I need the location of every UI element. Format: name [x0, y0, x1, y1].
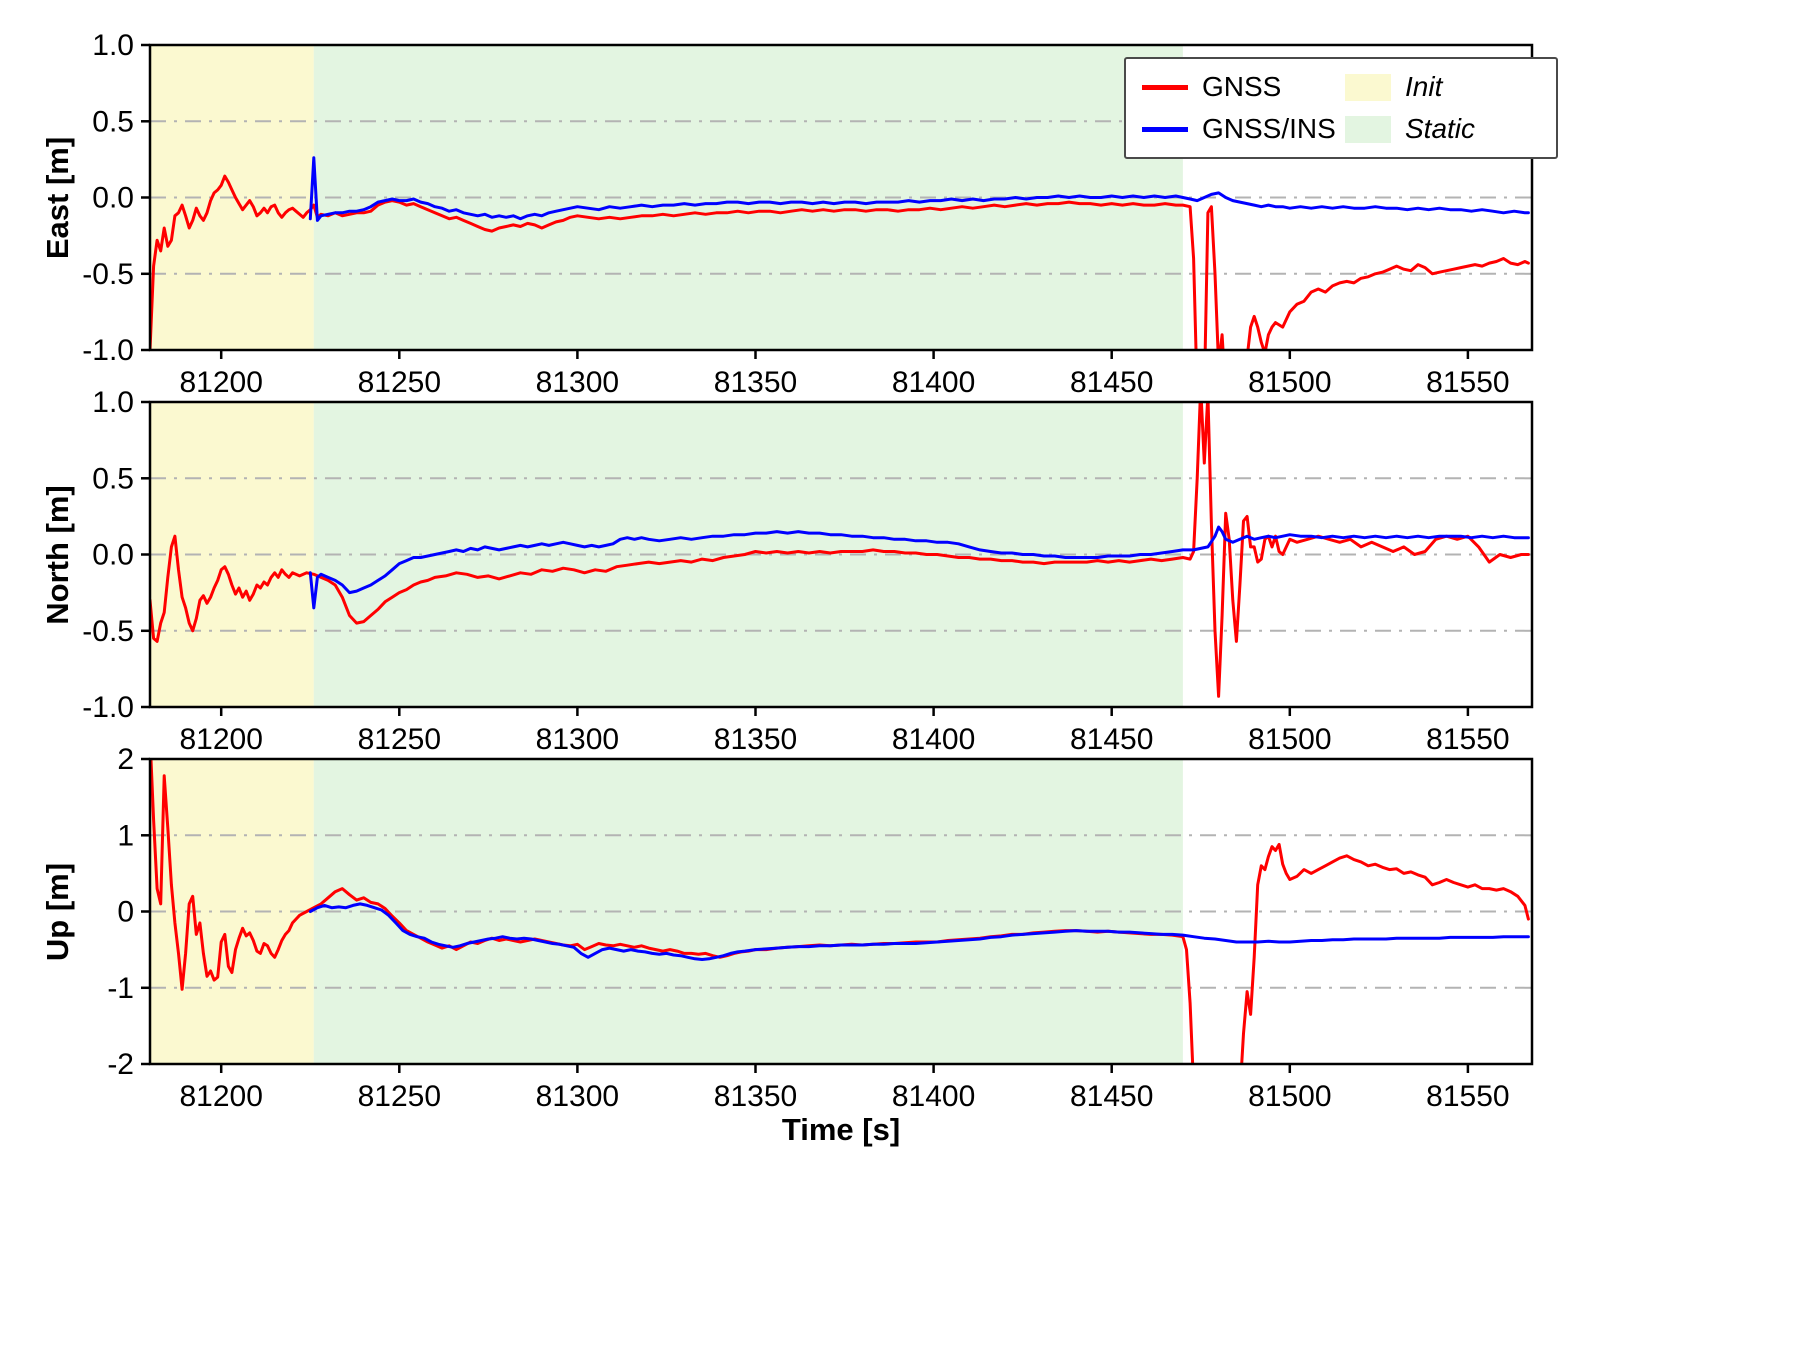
svg-text:81450: 81450 [1070, 723, 1153, 756]
svg-text:81350: 81350 [714, 723, 797, 756]
legend-entry-static: Static [1345, 113, 1540, 145]
svg-text:81500: 81500 [1248, 1080, 1331, 1113]
svg-text:1: 1 [117, 819, 134, 852]
svg-text:81400: 81400 [892, 1080, 975, 1113]
svg-text:-1.0: -1.0 [82, 334, 134, 367]
svg-text:81500: 81500 [1248, 366, 1331, 399]
svg-text:81200: 81200 [179, 366, 262, 399]
svg-text:-0.5: -0.5 [82, 615, 134, 648]
up-axis-label: Up [m] [40, 862, 75, 962]
legend-label-gnss-ins: GNSS/INS [1202, 113, 1336, 144]
svg-text:81200: 81200 [179, 723, 262, 756]
svg-text:-2: -2 [107, 1048, 134, 1081]
svg-text:2: 2 [117, 743, 134, 776]
svg-text:1.0: 1.0 [92, 386, 134, 419]
svg-text:1.0: 1.0 [92, 29, 134, 62]
svg-text:81350: 81350 [714, 1080, 797, 1113]
legend-entry-gnss-ins: GNSS/INS [1142, 113, 1337, 145]
svg-text:81400: 81400 [892, 366, 975, 399]
static-patch-swatch [1345, 115, 1391, 143]
svg-text:0.0: 0.0 [92, 539, 134, 572]
north-axis-label: North [m] [40, 485, 75, 625]
svg-text:81350: 81350 [714, 366, 797, 399]
svg-text:81250: 81250 [358, 1080, 441, 1113]
svg-text:81500: 81500 [1248, 723, 1331, 756]
time-axis-label: Time [s] [781, 1112, 901, 1147]
legend: GNSS Init GNSS/INS Static [1124, 57, 1558, 159]
svg-text:0: 0 [117, 896, 134, 929]
svg-text:81450: 81450 [1070, 1080, 1153, 1113]
svg-text:81550: 81550 [1426, 1080, 1509, 1113]
svg-text:-1: -1 [107, 972, 134, 1005]
svg-text:0.5: 0.5 [92, 462, 134, 495]
svg-text:81300: 81300 [536, 366, 619, 399]
legend-label-gnss: GNSS [1202, 71, 1282, 102]
legend-entry-init: Init [1345, 71, 1540, 103]
init-patch-swatch [1345, 73, 1391, 101]
gnss-line-swatch [1142, 84, 1188, 90]
svg-text:81300: 81300 [536, 723, 619, 756]
legend-label-init: Init [1405, 71, 1443, 102]
east-axis-label: East [m] [40, 136, 75, 260]
gnss-ins-line-swatch [1142, 126, 1188, 132]
legend-label-static: Static [1405, 113, 1476, 144]
svg-text:81300: 81300 [536, 1080, 619, 1113]
svg-text:-0.5: -0.5 [82, 258, 134, 291]
svg-text:0.0: 0.0 [92, 182, 134, 215]
svg-text:81250: 81250 [358, 366, 441, 399]
svg-text:81250: 81250 [358, 723, 441, 756]
svg-text:81450: 81450 [1070, 366, 1153, 399]
svg-text:81550: 81550 [1426, 366, 1509, 399]
svg-text:81550: 81550 [1426, 723, 1509, 756]
svg-text:0.5: 0.5 [92, 105, 134, 138]
svg-text:81200: 81200 [179, 1080, 262, 1113]
svg-text:81400: 81400 [892, 723, 975, 756]
svg-text:-1.0: -1.0 [82, 691, 134, 724]
legend-entry-gnss: GNSS [1142, 71, 1337, 103]
